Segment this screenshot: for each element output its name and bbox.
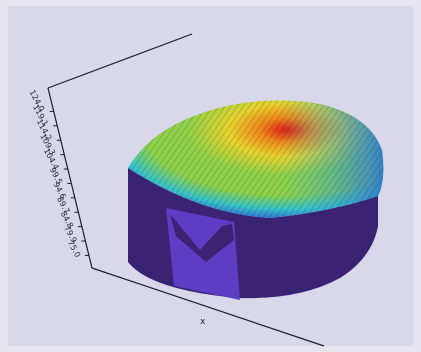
surface-mesh-texture <box>128 100 384 218</box>
back-top-edge <box>47 33 193 89</box>
surface-base <box>128 168 378 300</box>
axis-box <box>47 33 325 347</box>
x-axis-line <box>91 267 325 347</box>
x-axis-label: x <box>200 317 206 327</box>
surface-top <box>128 100 384 218</box>
vertical-axis-line <box>47 87 93 269</box>
base-notch <box>170 214 234 262</box>
